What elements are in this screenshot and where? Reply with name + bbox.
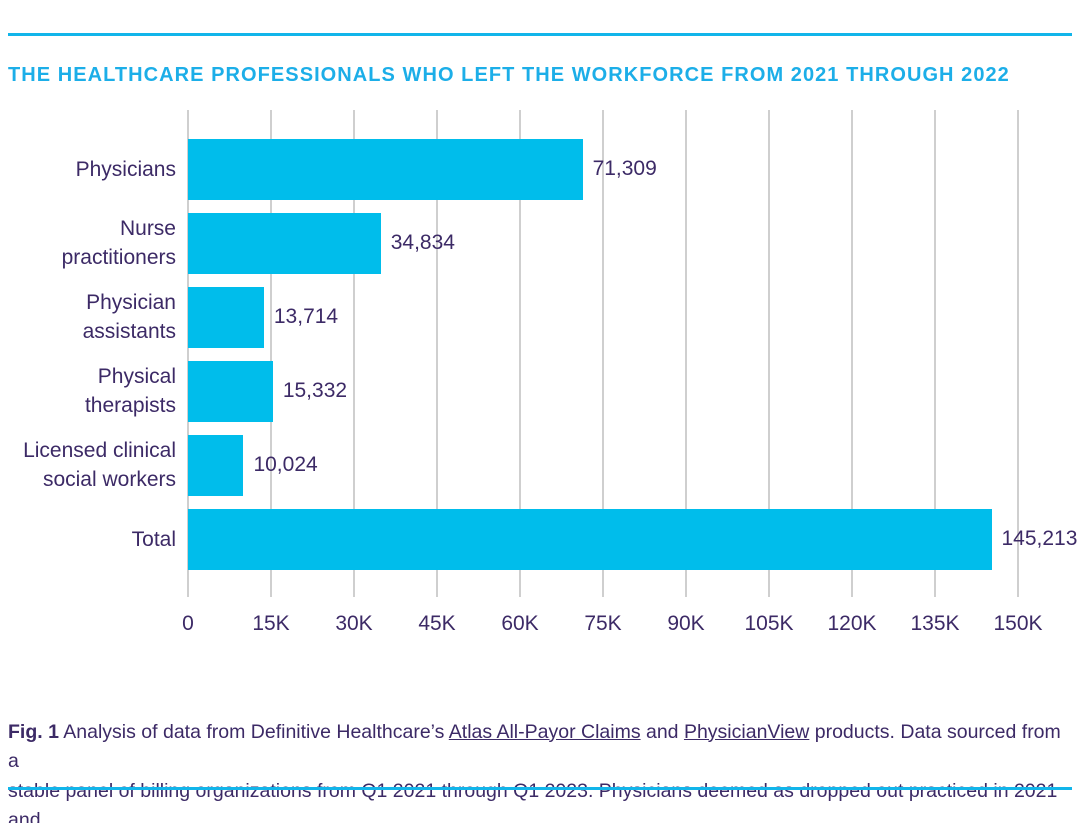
x-axis: 0 15K 30K 45K 60K 75K 90K 105K 120K 135K 150K	[0, 612, 1080, 642]
category-label: Physicians	[0, 155, 176, 184]
chart-row-physician-assistants: Physician assistants 13,714	[0, 280, 1018, 354]
gridline-75K	[602, 110, 604, 597]
caption-text: products. Data sourced from a	[8, 720, 1061, 773]
category-label-line: Physical	[97, 365, 176, 388]
gridline-30K	[353, 110, 355, 597]
chart-row-total: Total 145,213	[0, 502, 1077, 576]
x-tick-label: 15K	[252, 612, 290, 635]
bar-value-label: 145,213	[1001, 527, 1078, 550]
caption-text: and	[640, 720, 684, 743]
bar-track: 15,332	[188, 354, 1018, 428]
plot-area	[187, 110, 1019, 597]
physicianview-link[interactable]: PhysicianView	[683, 720, 810, 743]
x-tick-label: 135K	[910, 612, 960, 635]
gridline-120K	[851, 110, 853, 597]
category-label-line: practitioners	[61, 246, 176, 269]
bar-rows: Physicians 71,309 Nurse practitioners 34,834…	[0, 132, 1077, 576]
bar-value-label: 34,834	[390, 231, 455, 254]
x-tick-label: 90K	[667, 612, 705, 635]
gridline-90K	[685, 110, 687, 597]
gridline-150K	[1017, 110, 1019, 597]
x-tick-label: 60K	[501, 612, 539, 635]
bar-track: 13,714	[188, 280, 1018, 354]
bar	[188, 508, 992, 570]
category-label-line: social workers	[42, 468, 176, 491]
bar	[188, 434, 244, 496]
x-tick-label: 105K	[744, 612, 794, 635]
category-label-line: Licensed clinical	[23, 439, 176, 462]
category-label-line: Total	[131, 527, 176, 551]
category-label: Nurse practitioners	[0, 214, 176, 272]
x-tick-label: 30K	[335, 612, 373, 635]
figure-caption: Fig. 1 Analysis of data from Definitive …	[8, 718, 1074, 823]
category-label-line: Nurse	[119, 217, 176, 240]
caption-text: stable panel of billing organizations fr…	[8, 779, 1058, 823]
chart-row-nurse-practitioners: Nurse practitioners 34,834	[0, 206, 1018, 280]
x-tick-label: 75K	[584, 612, 622, 635]
category-label-line: Physician	[86, 291, 176, 314]
bar-track: 10,024	[188, 428, 1018, 502]
bar	[188, 360, 273, 422]
bar-track: 145,213	[188, 502, 1077, 576]
chart-row-licensed-clinical-social-workers: Licensed clinical social workers 10,024	[0, 428, 1018, 502]
chart-row-physicians: Physicians 71,309	[0, 132, 1018, 206]
gridline-0	[187, 110, 189, 597]
bar	[188, 212, 381, 274]
gridline-135K	[934, 110, 936, 597]
caption-fig-label: Fig. 1	[8, 720, 59, 743]
x-tick-label: 120K	[827, 612, 877, 635]
category-label: Total	[0, 525, 176, 554]
bar-value-label: 10,024	[253, 453, 318, 476]
gridline-15K	[270, 110, 272, 597]
x-tick-label: 150K	[993, 612, 1043, 635]
category-label-line: therapists	[84, 394, 176, 417]
bar	[188, 138, 583, 200]
chart-row-physical-therapists: Physical therapists 15,332	[0, 354, 1018, 428]
category-label: Licensed clinical social workers	[0, 436, 176, 494]
caption-text: Analysis of data from Definitive Healthc…	[58, 720, 449, 743]
bar-value-label: 15,332	[282, 379, 348, 402]
category-label-line: assistants	[82, 320, 176, 343]
x-tick-label: 45K	[418, 612, 456, 635]
bar-track: 71,309	[188, 132, 1018, 206]
gridline-105K	[768, 110, 770, 597]
chart-title: THE HEALTHCARE PROFESSIONALS WHO LEFT TH…	[8, 64, 1010, 87]
category-label: Physical therapists	[0, 362, 176, 420]
bar	[188, 286, 264, 348]
atlas-all-payor-claims-link[interactable]: Atlas All-Payor Claims	[448, 720, 641, 743]
bottom-divider	[8, 787, 1072, 790]
top-divider	[8, 33, 1072, 36]
gridline-60K	[519, 110, 521, 597]
category-label: Physician assistants	[0, 288, 176, 346]
caption-line: Fig. 1 Analysis of data from Definitive …	[8, 721, 1061, 773]
gridline-45K	[436, 110, 438, 597]
bar-value-label: 13,714	[273, 305, 339, 328]
bar-value-label: 71,309	[592, 157, 657, 180]
category-label-line: Physicians	[75, 157, 176, 181]
bar-track: 34,834	[188, 206, 1018, 280]
x-tick-label: 0	[182, 612, 194, 635]
